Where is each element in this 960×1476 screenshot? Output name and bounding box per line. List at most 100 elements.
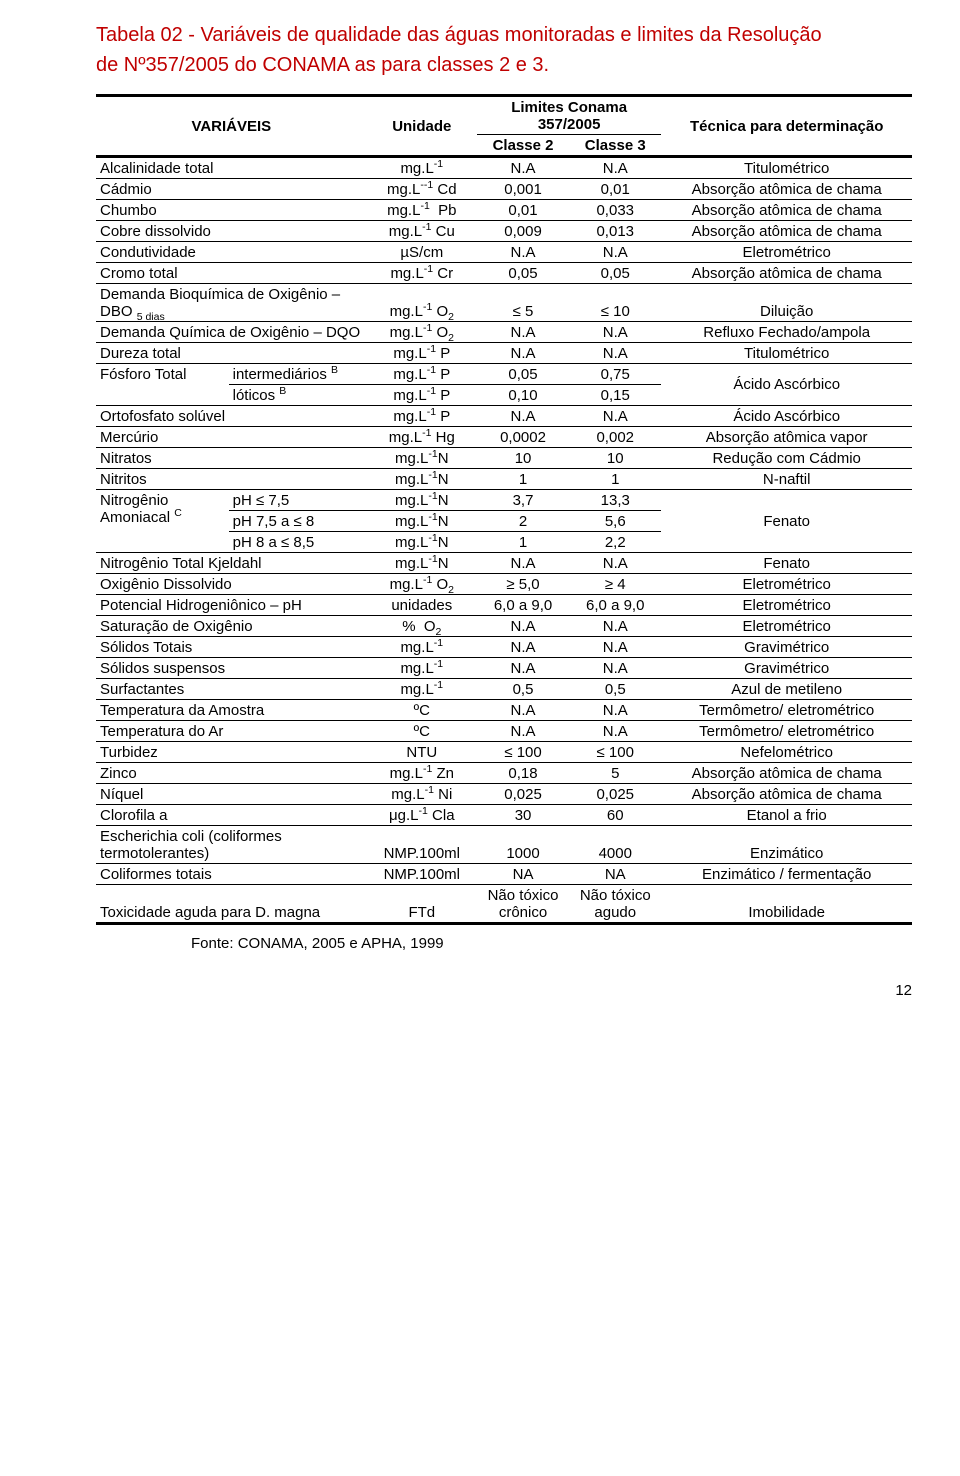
cell-c2: N.A: [477, 658, 569, 679]
cell-t: Refluxo Fechado/ampola: [661, 322, 912, 343]
cell-c2: ≤ 5: [477, 284, 569, 322]
cell-c3: N.A: [569, 637, 661, 658]
cell-v: Temperatura da Amostra: [96, 700, 367, 721]
cell-c3: 0,002: [569, 427, 661, 448]
cell-t: Absorção atômica de chama: [661, 200, 912, 221]
cell-u: mg.L-1 Hg: [367, 427, 477, 448]
c2-fosforo-1: 0,05: [477, 364, 569, 385]
cell-c2: N.A: [477, 553, 569, 574]
cell-v: Dureza total: [96, 343, 367, 364]
cell-t: Gravimétrico: [661, 658, 912, 679]
cell-t: Absorção atômica de chama: [661, 763, 912, 784]
cell-c3: N.A: [569, 157, 661, 179]
cell-u: % O2: [367, 616, 477, 637]
cell-t: Etanol a frio: [661, 805, 912, 826]
cell-u: mg.L-1 O2: [367, 574, 477, 595]
table-row: Alcalinidade totalmg.L-1N.AN.ATitulométr…: [96, 157, 912, 179]
cell-c2: 0,18: [477, 763, 569, 784]
cell-c2: N.A: [477, 700, 569, 721]
cell-u: FTd: [367, 885, 477, 924]
cell-c3: 0,5: [569, 679, 661, 700]
cell-u: mg.L-1 Ni: [367, 784, 477, 805]
sub-intermediarios: intermediários B: [229, 364, 367, 385]
hdr-limites: Limites Conama 357/2005: [477, 96, 661, 135]
cell-t: Eletrométrico: [661, 574, 912, 595]
cell-u: NMP.100ml: [367, 864, 477, 885]
hdr-variaveis: VARIÁVEIS: [96, 96, 367, 157]
cell-c2: 0,009: [477, 221, 569, 242]
u-fosforo-1: mg.L-1 P: [367, 364, 477, 385]
cell-v: Demanda Bioquímica de Oxigênio – DBO 5 d…: [96, 284, 367, 322]
sub-ph2: pH 7,5 a ≤ 8: [229, 511, 367, 532]
table-row: CondutividadeµS/cmN.AN.AEletrométrico: [96, 242, 912, 263]
cell-c2: N.A: [477, 616, 569, 637]
cell-u: mg.L-1: [367, 157, 477, 179]
cell-v: Cobre dissolvido: [96, 221, 367, 242]
cell-u: mg.L-1 O2: [367, 322, 477, 343]
sub-loticos: lóticos B: [229, 385, 367, 406]
cell-u: mg.L-1N: [367, 553, 477, 574]
cell-c3: 1: [569, 469, 661, 490]
table-row: Clorofila aμg.L-1 Cla3060Etanol a frio: [96, 805, 912, 826]
cell-u: unidades: [367, 595, 477, 616]
u-na-1: mg.L-1N: [367, 490, 477, 511]
cell-v: Potencial Hidrogeniônico – pH: [96, 595, 367, 616]
table-row: Coliformes totaisNMP.100mlNANAEnzimático…: [96, 864, 912, 885]
cell-t: Gravimétrico: [661, 637, 912, 658]
cell-v: Clorofila a: [96, 805, 367, 826]
cell-c3: 10: [569, 448, 661, 469]
c2-na-2: 2: [477, 511, 569, 532]
c2-na-3: 1: [477, 532, 569, 553]
t-nitroamon: Fenato: [661, 490, 912, 553]
cell-c3: 6,0 a 9,0: [569, 595, 661, 616]
cell-t: Diluição: [661, 284, 912, 322]
cell-c3: 0,05: [569, 263, 661, 284]
cell-t: Titulométrico: [661, 157, 912, 179]
cell-c3: 4000: [569, 826, 661, 864]
cell-t: Absorção atômica de chama: [661, 784, 912, 805]
cell-v: Nitritos: [96, 469, 367, 490]
cell-v: Alcalinidade total: [96, 157, 367, 179]
cell-v: Sólidos Totais: [96, 637, 367, 658]
cell-c2: 1: [477, 469, 569, 490]
cell-t: Eletrométrico: [661, 242, 912, 263]
cell-c3: N.A: [569, 616, 661, 637]
cell-c2: Não tóxico crônico: [477, 885, 569, 924]
cell-c3: 5: [569, 763, 661, 784]
cell-c3: N.A: [569, 322, 661, 343]
table-row: Zincomg.L-1 Zn0,185Absorção atômica de c…: [96, 763, 912, 784]
cell-c2: ≥ 5,0: [477, 574, 569, 595]
cell-c3: N.A: [569, 553, 661, 574]
cell-c2: 0,0002: [477, 427, 569, 448]
table-row: Nitritosmg.L-1N11N-naftil: [96, 469, 912, 490]
caption-line-1: Tabela 02 - Variáveis de qualidade das á…: [96, 24, 822, 46]
cell-t: Absorção atômica de chama: [661, 179, 912, 200]
cell-t: Absorção atômica de chama: [661, 221, 912, 242]
table-row: Cobre dissolvidomg.L-1 Cu0,0090,013Absor…: [96, 221, 912, 242]
table-row: Demanda Bioquímica de Oxigênio – DBO 5 d…: [96, 284, 912, 322]
cell-v: Oxigênio Dissolvido: [96, 574, 367, 595]
table-row: Mercúriomg.L-1 Hg0,00020,002Absorção atô…: [96, 427, 912, 448]
cell-t: Eletrométrico: [661, 595, 912, 616]
label-fosforo: Fósforo Total: [96, 364, 229, 385]
c3-fosforo-2: 0,15: [569, 385, 661, 406]
table-row: Nitrogênio Total Kjeldahlmg.L-1NN.AN.AFe…: [96, 553, 912, 574]
page-number: 12: [96, 982, 912, 999]
cell-v: Ortofosfato solúvel: [96, 406, 367, 427]
c2-na-1: 3,7: [477, 490, 569, 511]
table-row: Dureza totalmg.L-1 PN.AN.ATitulométrico: [96, 343, 912, 364]
cell-c3: N.A: [569, 343, 661, 364]
u-na-3: mg.L-1N: [367, 532, 477, 553]
table-row: Potencial Hidrogeniônico – pHunidades 6,0…: [96, 595, 912, 616]
cell-u: µS/cm: [367, 242, 477, 263]
cell-t: Redução com Cádmio: [661, 448, 912, 469]
cell-u: mg.L--1 Cd: [367, 179, 477, 200]
cell-c2: N.A: [477, 343, 569, 364]
cell-t: Absorção atômica de chama: [661, 263, 912, 284]
cell-t: Enzimático: [661, 826, 912, 864]
cell-c3: N.A: [569, 721, 661, 742]
cell-t: Absorção atômica vapor: [661, 427, 912, 448]
cell-c2: N.A: [477, 157, 569, 179]
cell-t: Termômetro/ eletrométrico: [661, 700, 912, 721]
cell-u: NTU: [367, 742, 477, 763]
